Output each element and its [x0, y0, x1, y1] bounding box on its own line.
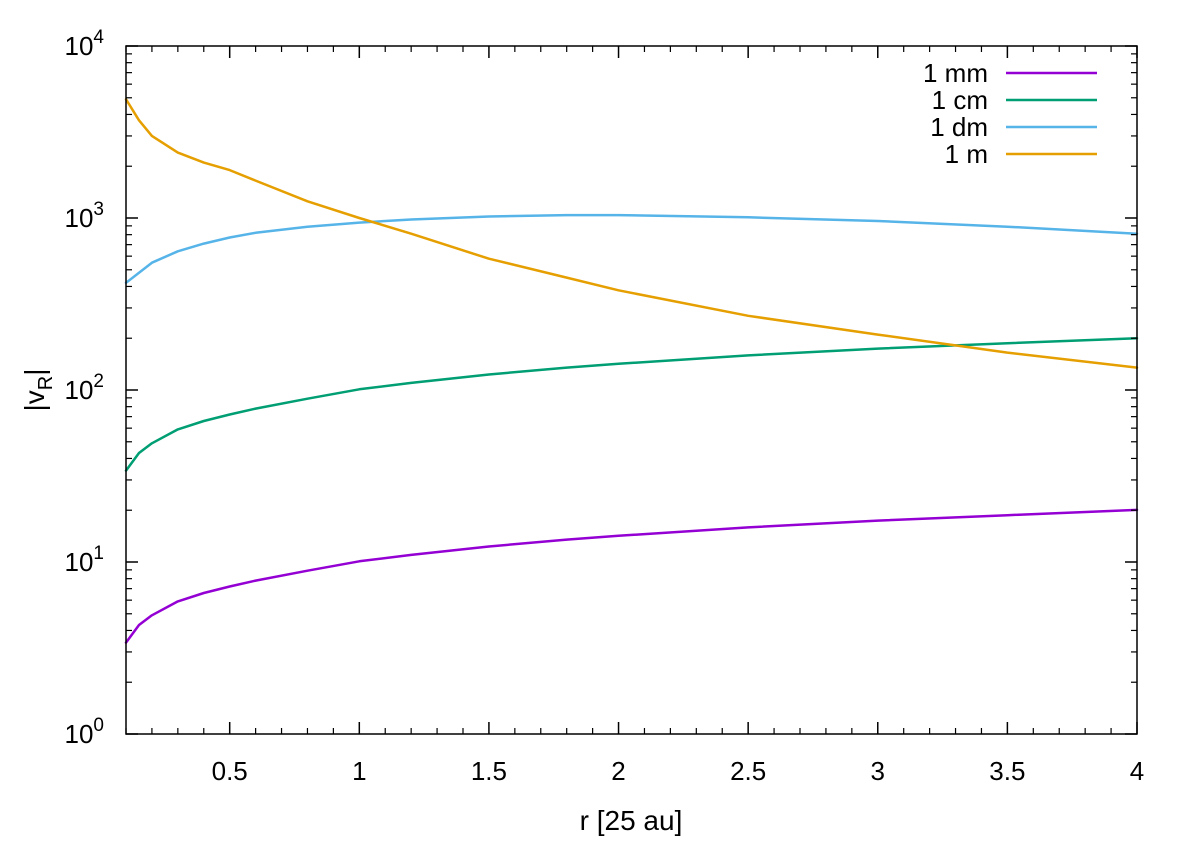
series-layer — [124, 98, 1139, 644]
legend-label: 1 dm — [930, 112, 988, 142]
y-tick-label: 101 — [65, 543, 105, 577]
y-axis-title-main: |v — [19, 390, 50, 411]
x-axis-title: r [25 au] — [580, 805, 683, 836]
y-tick-label: 102 — [65, 371, 105, 405]
y-tick-label: 104 — [65, 27, 105, 61]
legend: 1 mm1 cm1 dm1 m — [923, 58, 1097, 169]
legend-label: 1 m — [945, 139, 988, 169]
legend-label: 1 mm — [923, 58, 988, 88]
y-tick-labels: 100 101 102 103 104 — [65, 27, 105, 749]
plot-frame — [125, 45, 1138, 735]
series-line-4 — [124, 98, 1139, 369]
x-tick-label: 3 — [871, 756, 885, 786]
y-axis-title-subscript: R — [35, 376, 57, 390]
x-tick-label: 0.5 — [212, 756, 248, 786]
svg-text:|vR|: |vR| — [19, 368, 57, 411]
series-line-3 — [124, 213, 1139, 285]
y-tick-label: 103 — [65, 199, 105, 233]
series-line-1 — [124, 508, 1139, 644]
x-tick-label: 2.5 — [730, 756, 766, 786]
y-tick-label: 100 — [65, 715, 105, 749]
x-tick-label: 1 — [352, 756, 366, 786]
y-axis-title: |vR| — [19, 368, 57, 411]
x-tick-label: 1.5 — [471, 756, 507, 786]
x-tick-label: 2 — [611, 756, 625, 786]
series-line-2 — [124, 336, 1139, 472]
x-tick-label: 4 — [1130, 756, 1144, 786]
legend-label: 1 cm — [932, 85, 988, 115]
x-tick-label: 3.5 — [989, 756, 1025, 786]
x-tick-labels: 0.5 1 1.5 2 2.5 3 3.5 4 — [212, 756, 1145, 786]
y-axis-title-end: | — [19, 368, 50, 375]
